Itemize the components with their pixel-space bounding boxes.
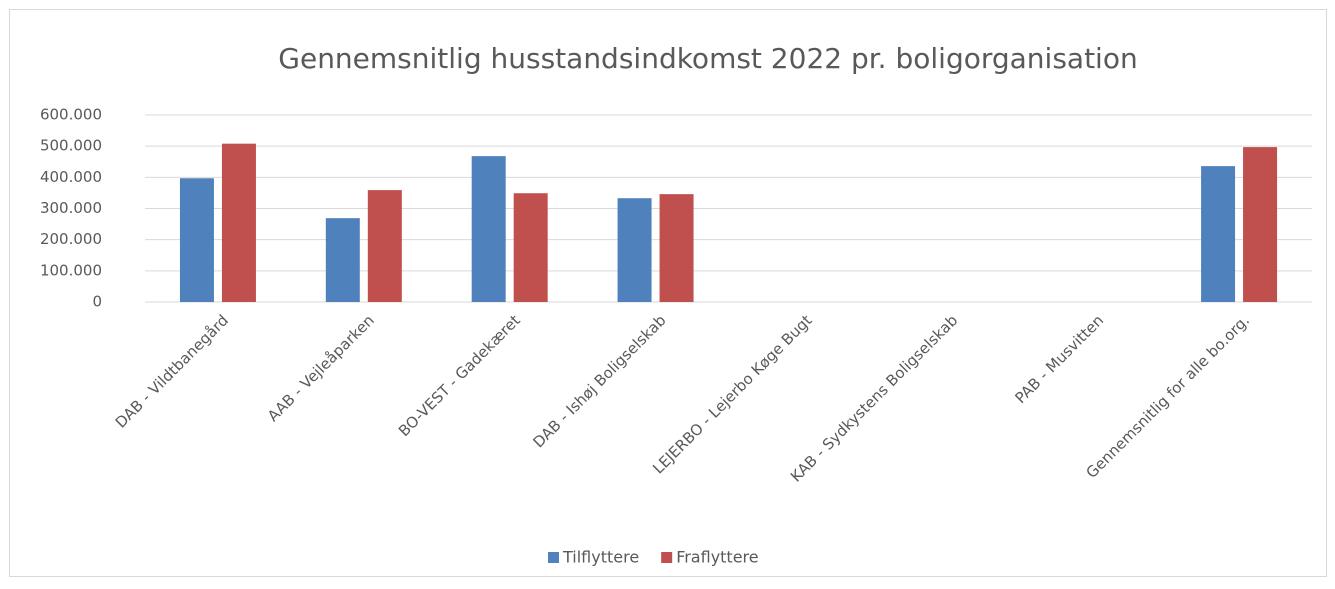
y-tick-label: 200.000 <box>40 230 102 248</box>
bar <box>1243 147 1278 302</box>
y-tick-label: 0 <box>92 293 102 311</box>
bar <box>221 143 256 302</box>
y-tick-label: 100.000 <box>40 261 102 279</box>
legend-swatch <box>661 552 673 563</box>
bar <box>367 190 402 302</box>
bar <box>471 156 506 302</box>
bar <box>325 218 360 302</box>
bar <box>513 193 548 302</box>
legend-label: Fraflyttere <box>676 548 758 567</box>
y-tick-label: 600.000 <box>40 106 102 124</box>
y-tick-label: 300.000 <box>40 199 102 217</box>
bar <box>1201 166 1236 302</box>
bar <box>659 194 694 302</box>
bar <box>179 178 214 302</box>
chart-title: Gennemsnitlig husstandsindkomst 2022 pr.… <box>278 42 1137 75</box>
bar <box>617 198 652 302</box>
legend-label: Tilflyttere <box>562 548 639 567</box>
y-tick-label: 400.000 <box>40 168 102 186</box>
legend-swatch <box>548 552 559 563</box>
y-tick-label: 500.000 <box>40 137 102 155</box>
